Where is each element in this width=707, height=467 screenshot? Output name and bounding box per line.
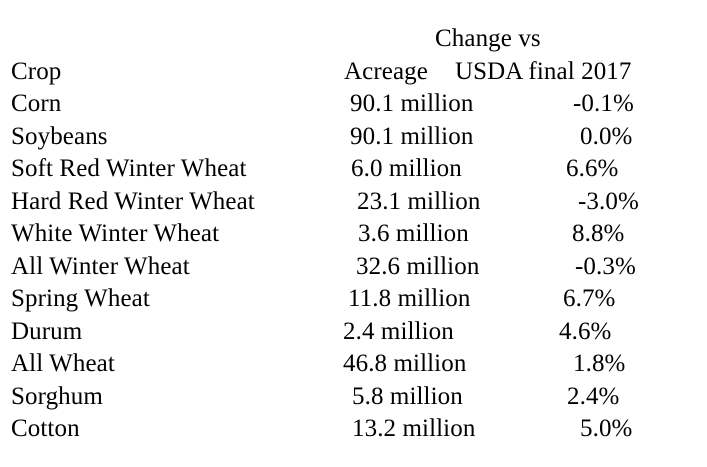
crop-name: Durum <box>11 318 83 345</box>
crop-acreage: 3.6 million <box>358 220 469 247</box>
header-change-line1: Change vs <box>435 25 541 52</box>
header-change-line2: USDA final 2017 <box>455 58 632 85</box>
crop-change: 6.6% <box>566 155 619 182</box>
header-crop: Crop <box>11 58 62 85</box>
crop-name: Spring Wheat <box>11 285 150 312</box>
crop-acreage: 23.1 million <box>357 188 481 215</box>
crop-acreage: 6.0 million <box>351 155 462 182</box>
crop-change: 5.0% <box>580 415 633 442</box>
crop-name: All Wheat <box>11 350 115 377</box>
crop-acreage: 5.8 million <box>352 383 463 410</box>
crop-change: 1.8% <box>573 350 626 377</box>
crop-acreage: 11.8 million <box>348 285 471 312</box>
crop-name: Hard Red Winter Wheat <box>11 188 255 215</box>
header-acreage: Acreage <box>344 58 428 85</box>
crop-acreage: 32.6 million <box>356 253 480 280</box>
crop-name: Corn <box>11 90 62 117</box>
crop-change: 4.6% <box>559 318 612 345</box>
crop-name: White Winter Wheat <box>11 220 220 247</box>
crop-change: 6.7% <box>563 285 616 312</box>
crop-acreage: 2.4 million <box>343 318 454 345</box>
crop-change: 8.8% <box>572 220 625 247</box>
crop-name: All Winter Wheat <box>11 253 190 280</box>
crop-acreage: 13.2 million <box>352 415 476 442</box>
crop-change: 0.0% <box>580 123 633 150</box>
crop-change: 2.4% <box>567 383 620 410</box>
crop-acreage: 46.8 million <box>343 350 467 377</box>
crop-name: Sorghum <box>11 383 103 410</box>
crop-change: -0.1% <box>573 90 634 117</box>
crop-change: -0.3% <box>575 253 636 280</box>
crop-acreage: 90.1 million <box>350 90 474 117</box>
crop-acreage: 90.1 million <box>350 123 474 150</box>
crop-name: Soybeans <box>11 123 108 150</box>
crop-name: Cotton <box>11 415 80 442</box>
crop-name: Soft Red Winter Wheat <box>11 155 247 182</box>
crop-change: -3.0% <box>578 188 639 215</box>
